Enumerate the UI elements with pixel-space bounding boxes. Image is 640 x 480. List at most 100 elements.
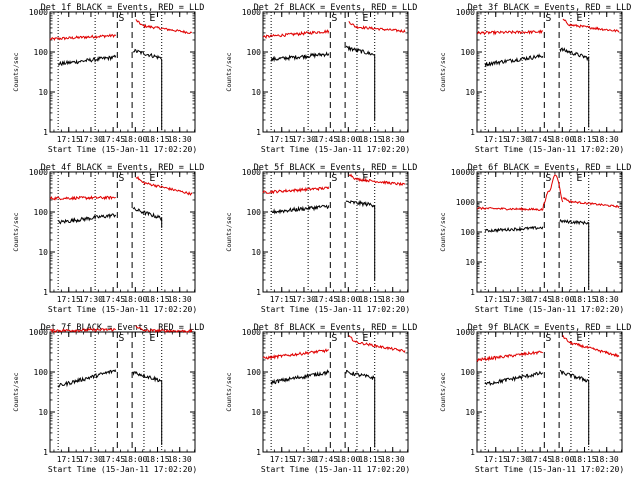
events-series-post [559,218,590,290]
y-axis-label: Counts/sec [12,52,20,91]
y-tick-label: 10 [251,248,261,257]
x-axis-label: Start Time (15-Jan-11 17:02:20) [475,305,624,314]
x-axis-label: Start Time (15-Jan-11 17:02:20) [475,465,624,474]
x-tick-label: 18:15 [145,455,169,464]
events-series-pre [270,369,330,386]
y-axis-label: Counts/sec [439,52,447,91]
panel-6f: Det 6f BLACK = Events, RED = LLD 1 10 100 10… [439,163,631,314]
panel-3f: Det 3f BLACK = Events, RED = LLD 1 10 100 10… [439,3,631,154]
y-tick-label: 1 [256,128,261,137]
x-tick-label: 18:15 [572,135,596,144]
plot-frame [262,171,409,293]
events-series-pre [57,369,117,389]
y-tick-label: 10 [465,408,475,417]
panel-title: Det 6f BLACK = Events, RED = LLD [468,163,632,173]
y-tick-label: 1000 [242,168,261,177]
x-axis-label: Start Time (15-Jan-11 17:02:20) [48,465,197,474]
lld-series-pre [477,29,543,36]
lld-series-pre [263,29,330,40]
x-tick-label: 18:00 [550,295,574,304]
x-tick-label: 18:15 [358,455,382,464]
plot-frame [49,11,196,133]
y-tick-label: 100 [34,48,49,57]
x-tick-label: 17:15 [270,455,294,464]
y-tick-label: 1000 [456,8,475,17]
x-tick-label: 17:15 [484,135,508,144]
lld-series-post [135,175,193,196]
x-tick-label: 18:00 [336,295,360,304]
y-tick-label: 1 [470,128,475,137]
events-series-post [345,369,376,448]
marker-s: S [331,13,337,24]
events-series-post [559,47,590,128]
events-series-post [345,200,376,280]
x-tick-label: 17:15 [484,295,508,304]
events-series-pre [271,204,330,215]
x-tick-label: 18:30 [381,455,405,464]
marker-e: E [149,13,155,24]
x-tick-label: 18:00 [123,295,147,304]
panel-title: Det 8f BLACK = Events, RED = LLD [254,323,418,333]
events-series-post [559,369,590,445]
plot-frame [476,171,623,293]
events-series-pre [484,53,544,68]
marker-s: S [118,333,124,344]
marker-s: S [545,13,551,24]
panel-title: Det 7f BLACK = Events, RED = LLD [41,323,205,333]
y-tick-label: 10 [465,258,475,267]
x-tick-label: 18:30 [168,455,192,464]
x-tick-label: 18:00 [123,135,147,144]
lld-series-post [348,335,406,353]
x-tick-label: 18:00 [550,135,574,144]
panel-5f: Det 5f BLACK = Events, RED = LLD 1 10 100 10… [225,163,417,314]
y-tick-label: 100 [34,368,49,377]
y-tick-label: 1 [470,448,475,457]
y-tick-label: 10 [38,408,48,417]
y-tick-label: 10 [38,88,48,97]
y-tick-label: 1000 [242,8,261,17]
lld-series-post [348,21,406,33]
x-tick-label: 17:15 [57,295,81,304]
marker-e: E [362,13,368,24]
y-axis-label: Counts/sec [225,372,233,411]
x-tick-label: 18:00 [123,455,147,464]
marker-e: E [149,333,155,344]
marker-e: E [576,173,582,184]
y-axis-label: Counts/sec [439,212,447,251]
lld-series-pre [262,348,329,360]
y-tick-label: 1000 [456,328,475,337]
x-tick-label: 17:45 [314,135,338,144]
x-tick-label: 17:45 [314,295,338,304]
plot-frame [476,331,623,453]
y-tick-label: 10 [38,248,48,257]
x-tick-label: 18:15 [358,295,382,304]
panel-4f: Det 4f BLACK = Events, RED = LLD 1 10 100 10… [12,163,204,314]
panel-title: Det 3f BLACK = Events, RED = LLD [468,3,632,13]
lld-series-post [562,18,620,33]
marker-s: S [118,13,124,24]
events-series-post [132,206,163,228]
y-tick-label: 1000 [29,328,48,337]
y-axis-label: Counts/sec [225,52,233,91]
y-tick-label: 1 [470,288,475,297]
y-tick-label: 100 [247,368,262,377]
y-tick-label: 10 [465,88,475,97]
x-tick-label: 18:30 [168,295,192,304]
x-tick-label: 17:45 [528,455,552,464]
panel-title: Det 1f BLACK = Events, RED = LLD [41,3,205,13]
y-tick-label: 10000 [451,168,475,177]
panel-title: Det 2f BLACK = Events, RED = LLD [254,3,418,13]
x-axis-label: Start Time (15-Jan-11 17:02:20) [261,305,410,314]
marker-e: E [362,333,368,344]
y-tick-label: 1000 [456,198,475,207]
x-axis-label: Start Time (15-Jan-11 17:02:20) [261,465,410,474]
lld-series-pre [476,350,543,363]
panel-title: Det 9f BLACK = Events, RED = LLD [468,323,632,333]
events-series-pre [484,225,544,233]
panel-7f: Det 7f BLACK = Events, RED = LLD 1 10 100 10… [12,323,204,474]
lld-series-pre [262,186,330,195]
marker-e: E [149,173,155,184]
x-tick-label: 18:15 [145,295,169,304]
lld-series-post [562,197,620,209]
x-tick-label: 17:30 [506,135,530,144]
